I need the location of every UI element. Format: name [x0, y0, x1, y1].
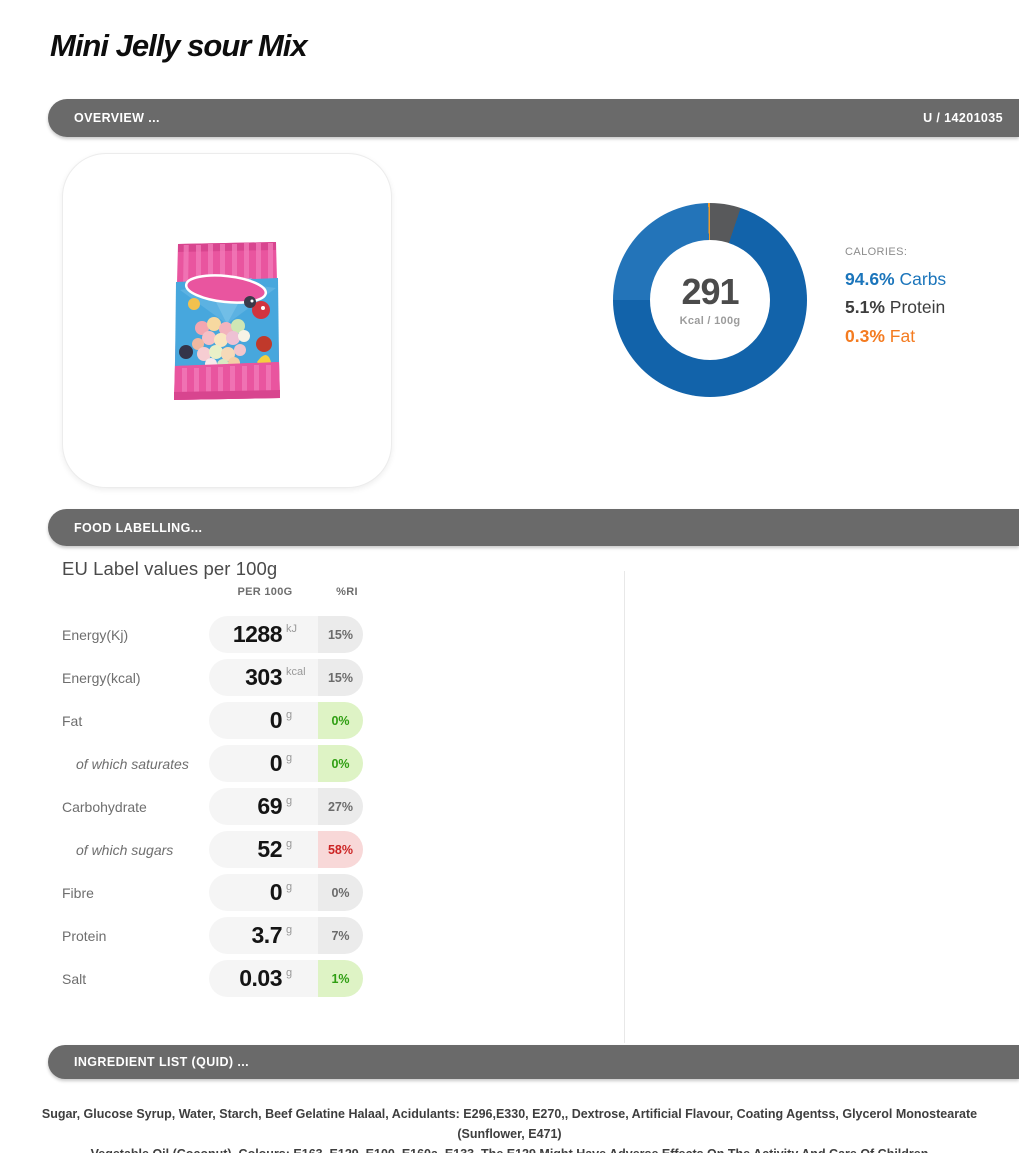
- nutrient-label: Energy(Kj): [62, 626, 129, 643]
- ri-chip: 58%: [318, 831, 363, 868]
- nutrient-unit: g: [286, 838, 293, 850]
- value-pill: 0.03 g 1%: [209, 960, 363, 997]
- nutrient-value: 0: [269, 707, 283, 733]
- section-header-overview[interactable]: OVERVIEW ... U / 14201035: [48, 99, 1019, 137]
- calories-donut-chart: 291 Kcal / 100g: [613, 203, 807, 397]
- legend-item: 0.3% Fat: [845, 325, 1015, 346]
- nutrient-value-cell: 0 g: [209, 874, 318, 911]
- ri-chip: 7%: [318, 917, 363, 954]
- legend-name: Fat: [889, 325, 916, 346]
- nutrient-value: 0.03: [239, 965, 282, 991]
- value-pill: 303 kcal 15%: [209, 659, 363, 696]
- nutrition-row: of which sugars 52 g 58%: [62, 831, 363, 868]
- nutrient-unit: g: [286, 881, 293, 893]
- kcal-unit: Kcal / 100g: [679, 314, 741, 327]
- nutrition-row: Fat 0 g 0%: [62, 702, 363, 739]
- legend-item: 94.6% Carbs: [845, 269, 1015, 289]
- nutrition-row: Fibre 0 g 0%: [62, 874, 363, 911]
- nutrient-value-cell: 0 g: [209, 745, 318, 782]
- nutrient-label: Salt: [62, 970, 87, 987]
- donut-center: 291 Kcal / 100g: [650, 240, 770, 360]
- nutrient-unit: g: [286, 924, 293, 936]
- nutrient-value-cell: 0.03 g: [209, 960, 318, 997]
- nutrient-label: Fat: [62, 712, 83, 729]
- nutrition-row: of which saturates 0 g 0%: [62, 745, 363, 782]
- food-labelling-label: FOOD LABELLING...: [74, 520, 203, 535]
- nutrition-row: Protein 3.7 g 7%: [62, 917, 363, 954]
- value-pill: 0 g 0%: [209, 874, 363, 911]
- nutrient-value-cell: 303 kcal: [209, 659, 318, 696]
- ingredient-text: Sugar, Glucose Syrup, Water, Starch, Bee…: [0, 1104, 1019, 1153]
- nutrient-unit: kcal: [286, 666, 306, 678]
- product-image-card: [62, 153, 392, 488]
- nutrient-label: of which sugars: [76, 841, 174, 858]
- ri-chip: 27%: [318, 788, 363, 825]
- nutrition-table: Energy(Kj) 1288 kJ 15% Energy(kcal) 303 …: [62, 616, 363, 1003]
- legend-percent: 5.1%: [845, 297, 885, 318]
- nutrient-value: 303: [245, 664, 282, 690]
- nutrient-label: Carbohydrate: [62, 798, 147, 815]
- section-header-food-labelling[interactable]: FOOD LABELLING...: [48, 509, 1019, 546]
- nutrient-label: Fibre: [62, 884, 94, 901]
- page-title: Mini Jelly sour Mix: [50, 28, 308, 63]
- legend-percent: 0.3%: [845, 325, 885, 346]
- overview-label: OVERVIEW ...: [74, 111, 160, 125]
- ri-chip: 0%: [318, 702, 363, 739]
- nutrient-value-cell: 1288 kJ: [209, 616, 318, 653]
- vertical-divider: [624, 571, 625, 1043]
- section-header-ingredient-list[interactable]: INGREDIENT LIST (QUID) ...: [48, 1045, 1019, 1079]
- value-pill: 0 g 0%: [209, 745, 363, 782]
- column-header-ri: %RI: [336, 586, 358, 598]
- nutrient-value: 1288: [232, 621, 283, 647]
- nutrient-value: 3.7: [251, 922, 283, 948]
- nutrient-label: Energy(kcal): [62, 669, 141, 686]
- nutrient-value: 52: [257, 836, 282, 862]
- nutrient-unit: kJ: [286, 623, 297, 635]
- nutrient-unit: g: [286, 752, 293, 764]
- nutrient-value: 0: [269, 750, 283, 776]
- nutrient-value-cell: 3.7 g: [209, 917, 318, 954]
- calories-legend: CALORIES: 94.6% Carbs 5.1% Protein 0.3% …: [845, 246, 1015, 355]
- nutrient-unit: g: [286, 795, 293, 807]
- legend-name: Carbs: [899, 269, 947, 289]
- nutrient-value-cell: 52 g: [209, 831, 318, 868]
- value-pill: 1288 kJ 15%: [209, 616, 363, 653]
- nutrient-unit: g: [286, 967, 293, 979]
- column-header-per100g: PER 100G: [237, 586, 293, 598]
- ri-chip: 15%: [318, 659, 363, 696]
- value-pill: 0 g 0%: [209, 702, 363, 739]
- ri-chip: 0%: [318, 874, 363, 911]
- legend-title: CALORIES:: [845, 246, 908, 258]
- legend-name: Protein: [889, 297, 946, 318]
- ingredient-line-1: Sugar, Glucose Syrup, Water, Starch, Bee…: [41, 1107, 978, 1141]
- eu-label-heading: EU Label values per 100g: [62, 558, 278, 579]
- nutrient-value: 69: [257, 793, 282, 819]
- ri-chip: 0%: [318, 745, 363, 782]
- nutrition-row: Energy(kcal) 303 kcal 15%: [62, 659, 363, 696]
- nutrient-unit: g: [286, 709, 293, 721]
- nutrient-value-cell: 69 g: [209, 788, 318, 825]
- product-image: [174, 241, 280, 400]
- nutrient-label: of which saturates: [76, 755, 189, 772]
- ri-chip: 15%: [318, 616, 363, 653]
- nutrition-row: Carbohydrate 69 g 27%: [62, 788, 363, 825]
- value-pill: 69 g 27%: [209, 788, 363, 825]
- nutrient-label: Protein: [62, 927, 107, 944]
- value-pill: 3.7 g 7%: [209, 917, 363, 954]
- nutrition-row: Salt 0.03 g 1%: [62, 960, 363, 997]
- nutrition-row: Energy(Kj) 1288 kJ 15%: [62, 616, 363, 653]
- value-pill: 52 g 58%: [209, 831, 363, 868]
- nutrient-value: 0: [269, 879, 283, 905]
- nutrient-value-cell: 0 g: [209, 702, 318, 739]
- kcal-value: 291: [681, 270, 739, 312]
- product-code: U / 14201035: [923, 111, 1003, 125]
- legend-item: 5.1% Protein: [845, 298, 1015, 317]
- ri-chip: 1%: [318, 960, 363, 997]
- ingredient-list-label: INGREDIENT LIST (QUID) ...: [74, 1055, 249, 1069]
- ingredient-line-2: Vegetable Oil (Coconut), Colours: E163, …: [24, 1144, 995, 1153]
- legend-percent: 94.6%: [845, 269, 895, 289]
